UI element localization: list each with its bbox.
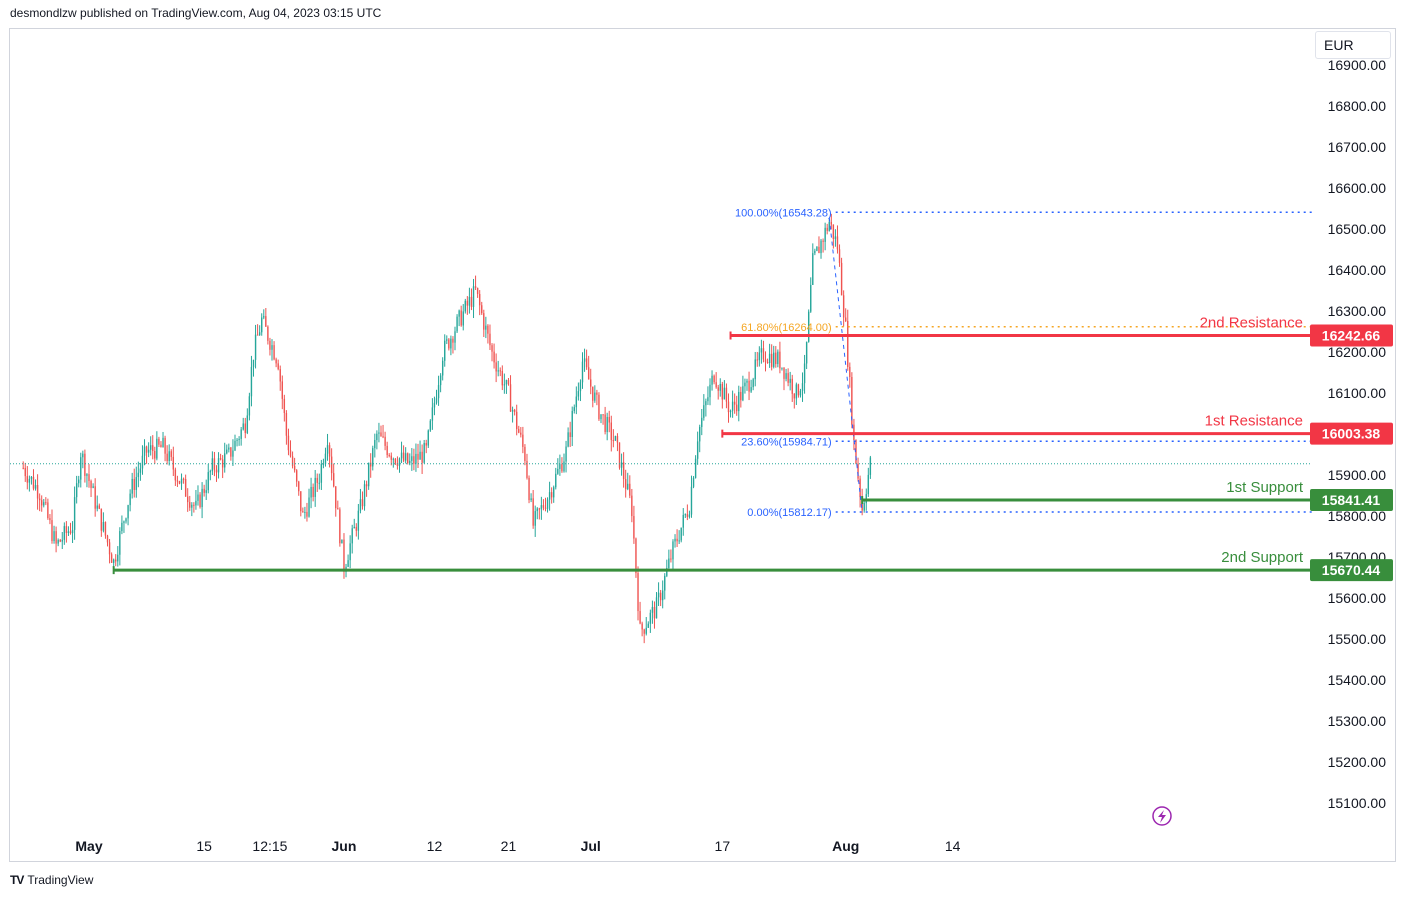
brand-name: TradingView — [27, 873, 94, 887]
publisher-line: desmondlzw published on TradingView.com,… — [10, 6, 382, 20]
currency-selector[interactable]: EUR — [1315, 31, 1391, 59]
chart-frame — [9, 28, 1396, 862]
tradingview-logo-icon: TV — [10, 873, 24, 887]
footer-brand[interactable]: TV TradingView — [10, 873, 93, 887]
